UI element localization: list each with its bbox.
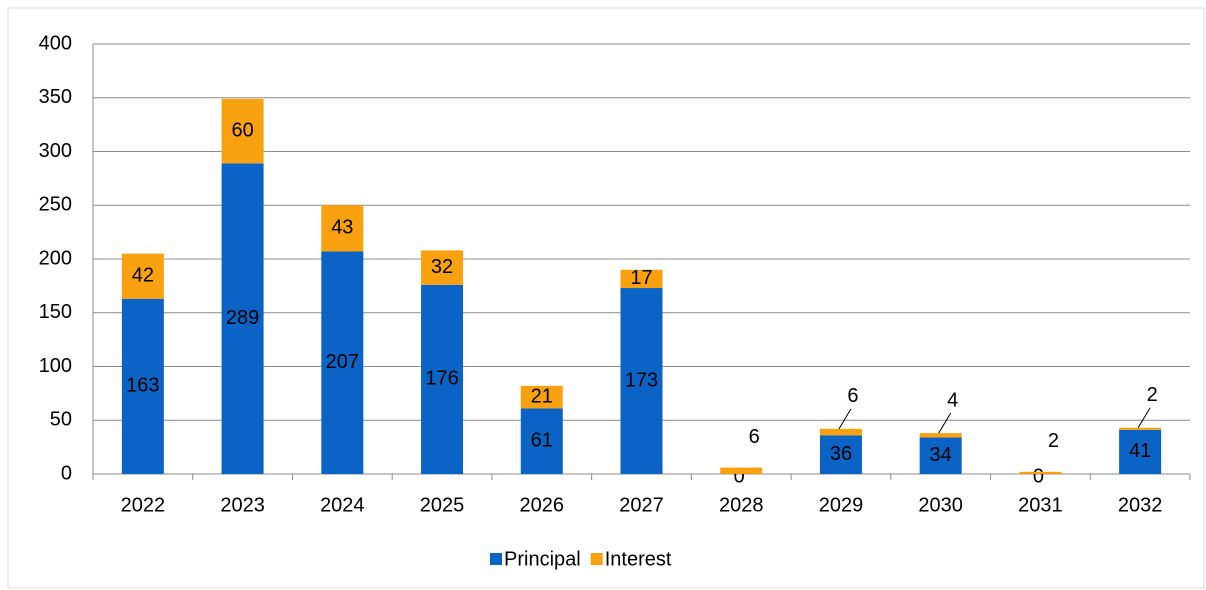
bar-segment [520, 408, 563, 474]
y-tick-label: 350 [39, 86, 72, 108]
data-label: 61 [531, 429, 553, 451]
y-tick-label: 400 [39, 32, 72, 54]
data-label: 41 [1129, 440, 1151, 462]
bar-segment [221, 98, 264, 164]
x-tick-label: 2028 [719, 494, 764, 516]
leader-line [938, 412, 952, 434]
x-tick-label: 2022 [121, 494, 166, 516]
bar-segment [321, 205, 364, 252]
y-tick-label: 50 [50, 409, 72, 431]
legend-swatch [590, 553, 603, 565]
bar-segment [1119, 427, 1162, 430]
bar-segment [919, 437, 962, 474]
data-label: 34 [930, 444, 952, 466]
bar-segment [819, 428, 862, 436]
data-label: 6 [847, 385, 858, 407]
legend-label: Principal [504, 548, 581, 570]
bar-segment [919, 433, 962, 438]
leader-line [1137, 407, 1151, 429]
y-tick-label: 250 [39, 194, 72, 216]
data-label: 4 [947, 389, 958, 411]
x-tick-label: 2024 [320, 494, 365, 516]
y-tick-label: 300 [39, 140, 72, 162]
x-tick-label: 2032 [1118, 494, 1163, 516]
bar-segment [221, 163, 264, 474]
bar-segment [421, 284, 464, 474]
y-tick-label: 0 [61, 462, 72, 484]
bar-segment [1119, 429, 1162, 474]
bar-segment [121, 298, 164, 474]
data-label: 2 [1147, 384, 1158, 406]
x-tick-label: 2031 [1018, 494, 1063, 516]
y-tick-label: 150 [39, 301, 72, 323]
chart-frame [7, 7, 1205, 589]
data-label: 60 [231, 119, 253, 141]
bar-segment [1019, 471, 1062, 474]
data-label: 176 [425, 368, 458, 390]
data-label: 289 [226, 307, 259, 329]
y-tick-label: 100 [39, 355, 72, 377]
data-label: 17 [630, 267, 652, 289]
legend-label: Interest [605, 548, 672, 570]
bar-segment [121, 253, 164, 299]
data-label: 207 [326, 351, 359, 373]
data-label: 2 [1048, 430, 1059, 452]
data-label: 163 [126, 375, 159, 397]
data-label: 0 [734, 465, 745, 487]
bar-segment [421, 250, 464, 285]
y-tick-label: 200 [39, 247, 72, 269]
data-label: 43 [331, 217, 353, 239]
data-label: 173 [625, 369, 658, 391]
x-tick-label: 2025 [420, 494, 465, 516]
legend-swatch [490, 553, 502, 565]
x-tick-label: 2030 [918, 494, 963, 516]
bar-segment [819, 435, 862, 474]
data-label: 6 [749, 426, 760, 448]
leader-line [838, 408, 852, 430]
bar-segment [520, 385, 563, 409]
bar-segment [620, 269, 663, 289]
x-tick-label: 2023 [220, 494, 265, 516]
bar-segment [620, 288, 663, 474]
data-label: 36 [830, 443, 852, 465]
bar-segment [720, 467, 763, 474]
data-label: 21 [531, 385, 553, 407]
x-tick-label: 2027 [619, 494, 664, 516]
data-label: 32 [431, 256, 453, 278]
x-tick-label: 2026 [520, 494, 565, 516]
data-label: 42 [132, 264, 154, 286]
data-label: 0 [1033, 465, 1044, 487]
x-tick-label: 2029 [819, 494, 864, 516]
bar-segment [321, 251, 364, 474]
